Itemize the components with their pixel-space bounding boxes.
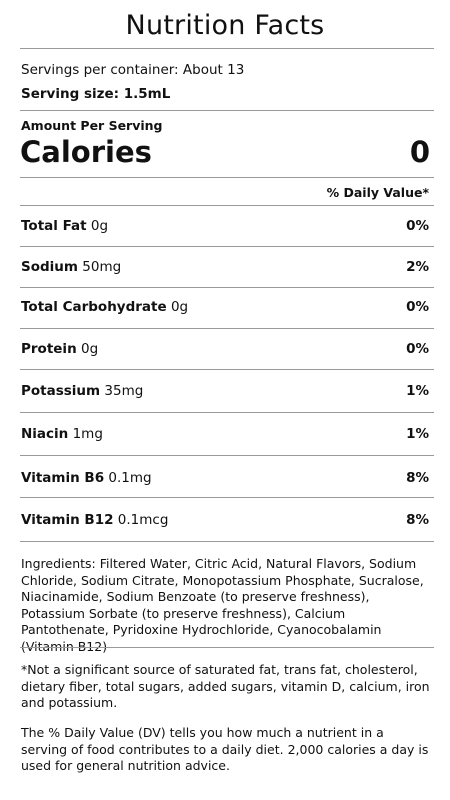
- ingredients-list: Ingredients: Filtered Water, Citric Acid…: [21, 556, 424, 654]
- divider: [20, 177, 434, 178]
- nutrient-name: Vitamin B6: [21, 470, 105, 486]
- divider: [20, 369, 434, 370]
- nutrient-row: Vitamin B6 0.1mg 8%: [21, 470, 429, 486]
- divider: [20, 541, 434, 542]
- nutrient-name: Protein: [21, 341, 77, 357]
- nutrient-row: Niacin 1mg 1%: [21, 426, 429, 442]
- nutrient-name: Niacin: [21, 426, 69, 442]
- divider: [20, 110, 434, 111]
- nutrient-name: Total Fat: [21, 218, 87, 234]
- divider: [20, 287, 434, 288]
- nutrient-amount: 0g: [80, 341, 99, 357]
- nutrient-daily-value: 1%: [406, 383, 429, 399]
- divider: [20, 497, 434, 498]
- divider: [20, 48, 434, 49]
- divider: [20, 328, 434, 329]
- nutrient-daily-value: 1%: [406, 426, 429, 442]
- footnote: *Not a significant source of saturated f…: [21, 662, 430, 710]
- serving-size: Serving size: 1.5mL: [21, 86, 171, 102]
- nutrient-daily-value: 8%: [406, 512, 429, 528]
- nutrient-amount: 0g: [90, 218, 109, 234]
- calories-label: Calories: [20, 135, 152, 169]
- servings-per-container: Servings per container: About 13: [21, 62, 245, 78]
- nutrient-name: Vitamin B12: [21, 512, 114, 528]
- nutrient-daily-value: 0%: [406, 341, 429, 357]
- nutrient-amount: 50mg: [82, 259, 122, 275]
- calories-value: 0: [409, 135, 430, 169]
- divider: [20, 647, 434, 648]
- nutrient-row: Total Carbohydrate 0g 0%: [21, 299, 429, 315]
- nutrient-row: Sodium 50mg 2%: [21, 259, 429, 275]
- nutrient-daily-value: 2%: [406, 259, 429, 275]
- nutrient-row: Vitamin B12 0.1mcg 8%: [21, 512, 429, 528]
- nutrient-name: Total Carbohydrate: [21, 299, 167, 315]
- daily-value-header: % Daily Value*: [326, 185, 429, 200]
- nutrient-amount: 0g: [170, 299, 189, 315]
- nutrient-daily-value: 0%: [406, 299, 429, 315]
- nutrient-name: Potassium: [21, 383, 101, 399]
- divider: [20, 205, 434, 206]
- nutrient-amount: 35mg: [104, 383, 144, 399]
- nutrient-name: Sodium: [21, 259, 78, 275]
- amount-per-serving: Amount Per Serving: [21, 118, 163, 133]
- nutrient-daily-value: 8%: [406, 470, 429, 486]
- nutrient-amount: 1mg: [72, 426, 103, 442]
- page-title: Nutrition Facts: [125, 10, 325, 41]
- divider: [20, 455, 434, 456]
- nutrient-amount: 0.1mcg: [117, 512, 169, 528]
- nutrient-daily-value: 0%: [406, 218, 429, 234]
- nutrient-row: Total Fat 0g 0%: [21, 218, 429, 234]
- daily-value-explanation: The % Daily Value (DV) tells you how muc…: [21, 725, 429, 773]
- divider: [20, 412, 434, 413]
- nutrient-amount: 0.1mg: [108, 470, 152, 486]
- nutrient-row: Potassium 35mg 1%: [21, 383, 429, 399]
- nutrient-row: Protein 0g 0%: [21, 341, 429, 357]
- divider: [20, 246, 434, 247]
